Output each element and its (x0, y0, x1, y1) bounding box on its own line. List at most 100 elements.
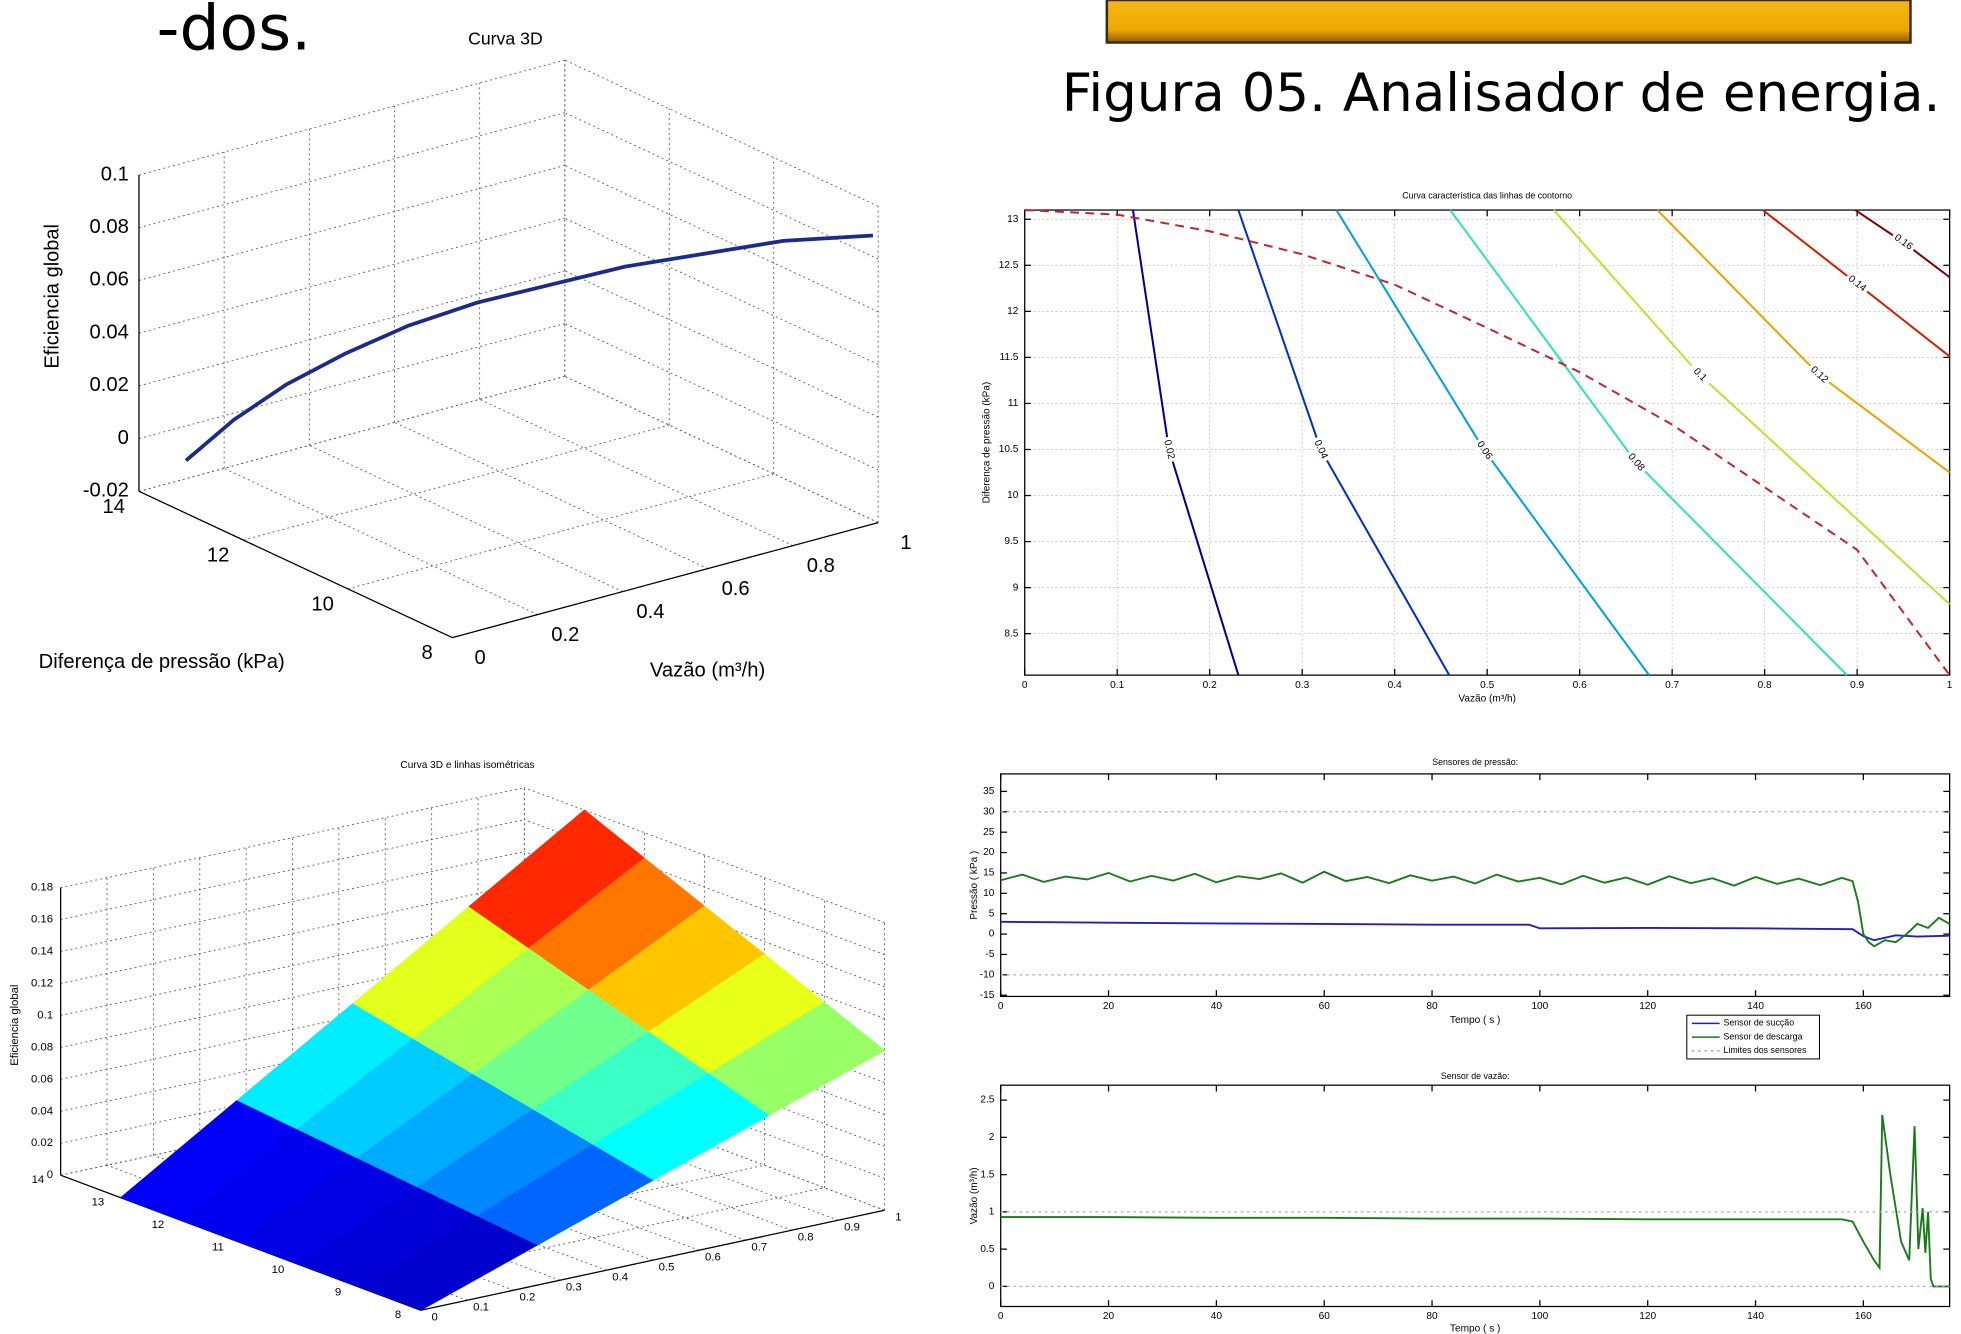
pump-curve (1024, 209, 1951, 676)
x-tick-label: 0.1 (1110, 680, 1124, 691)
x-axis (420, 1209, 885, 1311)
contour-label: 0.02 (1161, 439, 1176, 461)
grid-line (138, 217, 565, 334)
y-tick-label: -5 (985, 949, 994, 960)
contour-label-bg (1623, 448, 1650, 476)
plot-area (1000, 773, 1950, 997)
grid-line (564, 270, 879, 418)
x-tick-label: 1 (895, 1212, 901, 1224)
contour-label-bg (1160, 435, 1178, 464)
y-tick-label: 0 (989, 929, 995, 940)
chart-title: Curva 3D (468, 29, 543, 49)
x-tick-label: 140 (1747, 1001, 1764, 1012)
curve-3d (184, 233, 874, 462)
legend-label: Limites dos sensores (1723, 1045, 1807, 1055)
x-axis-label: Vazão (m³/h) (650, 660, 765, 682)
contour-label-bg (1805, 361, 1833, 388)
grid-line (60, 851, 525, 952)
y-axis-label: Diferença de pressão (kPa) (981, 382, 992, 504)
z-axis-label: Eficiencia global (9, 985, 21, 1066)
surface-cell (359, 1215, 538, 1311)
z-tick-label: 0.02 (31, 1137, 53, 1149)
y-tick-label: 8.5 (1004, 628, 1018, 639)
x-tick-label: 0 (475, 647, 486, 669)
contour-label-group: 0.02 (1160, 435, 1178, 464)
y-axis (138, 490, 453, 639)
y-tick-label: 12 (1007, 306, 1019, 317)
plot-area (1000, 1085, 1950, 1307)
grid-line (564, 217, 879, 365)
y-tick-label: 12.5 (999, 260, 1019, 271)
y-tick-label: 8 (395, 1309, 401, 1321)
grid-line (309, 444, 623, 593)
grid-line (138, 112, 565, 229)
series-line (1000, 870, 1951, 948)
y-tick-label: 11 (212, 1242, 224, 1254)
z-tick-label: 0.08 (90, 216, 129, 238)
x-tick-label: 60 (1319, 1311, 1331, 1322)
y-tick-label: 10 (983, 888, 995, 899)
x-tick-label: 0.2 (519, 1292, 535, 1304)
grid-line (60, 787, 525, 889)
x-tick-label: 0.5 (1480, 680, 1494, 691)
x-tick-label: 20 (1103, 1311, 1115, 1322)
y-tick-label: 1.5 (980, 1169, 994, 1180)
grid-line (138, 323, 565, 440)
chart-title: Curva característica das linhas de conto… (1402, 191, 1572, 201)
x-tick-label: 0.3 (566, 1282, 582, 1294)
grid-line (564, 375, 879, 523)
grid-line (564, 59, 879, 207)
y-tick-label: 12 (207, 545, 229, 567)
x-tick-label: 100 (1531, 1311, 1548, 1322)
y-tick-label: 2 (989, 1132, 995, 1143)
y-tick-label: 1 (989, 1207, 995, 1218)
y-tick-label: 11 (1008, 398, 1019, 409)
x-tick-label: 100 (1531, 1001, 1548, 1012)
grid-line (479, 398, 794, 546)
grid-line (138, 59, 565, 176)
y-tick-label: 9.5 (1004, 536, 1018, 547)
y-tick-label: 20 (983, 847, 995, 858)
x-tick-label: 0.3 (1295, 680, 1309, 691)
x-tick-label: 0 (1022, 680, 1028, 691)
grid-line (60, 819, 525, 921)
x-tick-label: 40 (1211, 1001, 1223, 1012)
y-axis-label: Pressão ( kPa ) (969, 851, 980, 920)
series-line (1000, 811, 1950, 976)
y-tick-label: 15 (983, 868, 995, 879)
z-tick-label: -0.02 (83, 480, 129, 502)
x-tick-label: 40 (1211, 1311, 1223, 1322)
y-axis-label: Diferença de pressão (kPa) (39, 651, 285, 673)
x-axis-label: Tempo ( s ) (1450, 1015, 1501, 1026)
series-line (1000, 920, 1950, 942)
x-tick-label: 0.4 (1388, 680, 1402, 691)
y-tick-label: -10 (980, 970, 995, 981)
y-tick-label: 9 (335, 1287, 341, 1299)
grid-line (360, 1187, 825, 1289)
contour-label-bg (1843, 271, 1871, 297)
contour-label-bg (1686, 361, 1714, 389)
y-tick-label: 30 (983, 806, 995, 817)
legend-label: Sensor de sucção (1723, 1018, 1794, 1028)
grid-line (564, 165, 879, 313)
grid-line (138, 375, 565, 492)
y-tick-label: 10.5 (999, 444, 1019, 455)
grid-line (524, 787, 885, 924)
grid-line (564, 323, 879, 471)
x-tick-label: 80 (1426, 1001, 1438, 1012)
y-axis-label: Vazão (m³/h) (969, 1167, 980, 1224)
x-tick-label: 0.8 (807, 555, 835, 577)
z-tick-label: 0.04 (90, 322, 129, 344)
grid-line (300, 1164, 765, 1266)
z-tick-label: 0.06 (90, 269, 129, 291)
x-tick-label: 0.1 (473, 1302, 489, 1314)
y-tick-label: 9 (1013, 582, 1019, 593)
series-line (1000, 1211, 1950, 1288)
x-tick-label: 0.6 (1573, 680, 1587, 691)
y-tick-label: 25 (983, 827, 995, 838)
x-tick-label: 0.2 (1203, 680, 1217, 691)
x-axis-label: Vazão (m³/h) (1458, 694, 1516, 705)
x-tick-label: 0.7 (1665, 680, 1679, 691)
